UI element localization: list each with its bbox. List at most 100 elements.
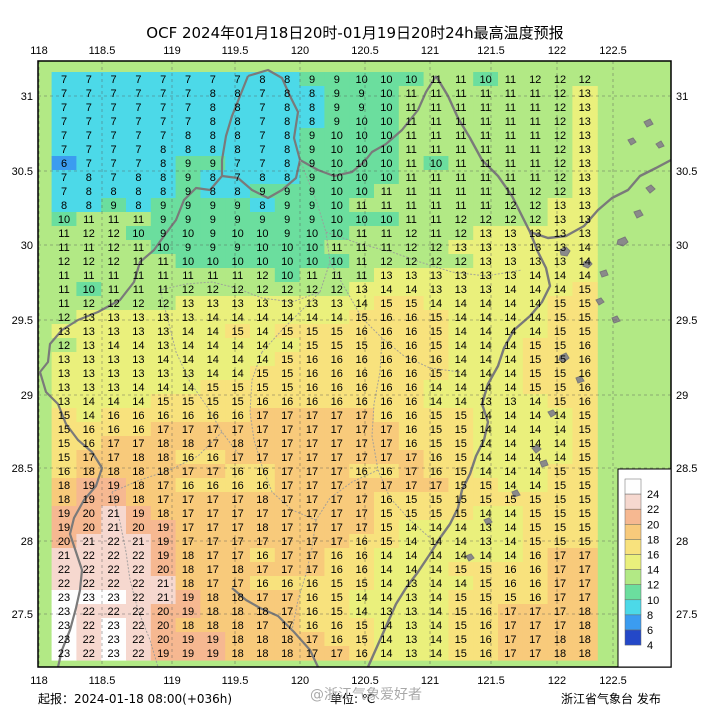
legend-label: 4 bbox=[647, 640, 653, 652]
temperature-value: 9 bbox=[309, 186, 315, 198]
temperature-value: 18 bbox=[554, 648, 566, 660]
temperature-value: 11 bbox=[157, 284, 168, 296]
temperature-value: 15 bbox=[306, 326, 318, 338]
temperature-value: 13 bbox=[132, 312, 144, 324]
temperature-value: 8 bbox=[135, 200, 141, 212]
temperature-value: 13 bbox=[579, 116, 591, 128]
field-cell bbox=[101, 534, 127, 549]
temperature-value: 15 bbox=[529, 494, 541, 506]
field-cell bbox=[398, 450, 425, 465]
temperature-value: 19 bbox=[182, 606, 194, 618]
temperature-value: 14 bbox=[455, 340, 467, 352]
temperature-value: 10 bbox=[479, 74, 491, 86]
temperature-value: 16 bbox=[405, 438, 417, 450]
field-cell bbox=[398, 394, 425, 409]
temperature-value: 22 bbox=[132, 634, 144, 646]
temperature-value: 13 bbox=[281, 298, 293, 310]
field-cell bbox=[150, 478, 177, 493]
field-cell bbox=[398, 212, 425, 227]
field-cell bbox=[547, 100, 573, 115]
temperature-value: 22 bbox=[132, 564, 144, 576]
temperature-value: 12 bbox=[529, 200, 541, 212]
temperature-value: 11 bbox=[455, 74, 466, 86]
temperature-value: 8 bbox=[210, 130, 216, 142]
field-cell bbox=[398, 268, 425, 283]
temperature-value: 16 bbox=[207, 410, 219, 422]
field-cell bbox=[349, 394, 375, 409]
field-cell bbox=[498, 478, 524, 493]
temperature-value: 17 bbox=[182, 466, 194, 478]
temperature-value: 16 bbox=[579, 396, 591, 408]
temperature-value: 18 bbox=[231, 438, 243, 450]
field-cell bbox=[175, 576, 201, 591]
temperature-value: 15 bbox=[58, 438, 70, 450]
temperature-value: 15 bbox=[355, 312, 367, 324]
lat-tick-left: 28 bbox=[21, 536, 33, 548]
field-cell bbox=[101, 380, 127, 395]
temperature-value: 9 bbox=[284, 214, 290, 226]
temperature-value: 9 bbox=[185, 186, 191, 198]
field-cell bbox=[349, 534, 375, 549]
legend-swatch bbox=[624, 478, 642, 495]
temperature-value: 13 bbox=[405, 578, 417, 590]
temperature-value: 14 bbox=[504, 340, 516, 352]
temperature-value: 14 bbox=[529, 312, 541, 324]
field-cell bbox=[126, 520, 152, 535]
temperature-value: 13 bbox=[554, 242, 566, 254]
temperature-value: 15 bbox=[554, 354, 566, 366]
temperature-value: 17 bbox=[256, 438, 268, 450]
temperature-value: 14 bbox=[430, 648, 442, 660]
temperature-value: 11 bbox=[455, 102, 466, 114]
field-cell bbox=[398, 436, 425, 451]
temperature-value: 10 bbox=[355, 158, 367, 170]
temperature-value: 14 bbox=[380, 592, 392, 604]
temperature-value: 11 bbox=[529, 158, 540, 170]
temperature-value: 16 bbox=[256, 550, 268, 562]
temperature-value: 21 bbox=[157, 592, 169, 604]
temperature-value: 15 bbox=[405, 494, 417, 506]
field-cell bbox=[225, 646, 251, 661]
temperature-value: 13 bbox=[579, 158, 591, 170]
field-cell bbox=[51, 142, 77, 157]
field-cell bbox=[498, 226, 524, 241]
temperature-value: 11 bbox=[430, 116, 441, 128]
temperature-value: 14 bbox=[504, 354, 516, 366]
field-cell bbox=[374, 198, 400, 213]
field-cell bbox=[498, 282, 524, 297]
temperature-value: 13 bbox=[579, 228, 591, 240]
field-cell bbox=[51, 170, 77, 185]
field-cell bbox=[374, 590, 400, 605]
field-cell bbox=[76, 506, 102, 521]
temperature-value: 14 bbox=[479, 340, 491, 352]
field-cell bbox=[522, 170, 549, 185]
field-cell bbox=[299, 254, 325, 269]
temperature-value: 15 bbox=[355, 620, 367, 632]
temperature-value: 16 bbox=[380, 340, 392, 352]
temperature-value: 15 bbox=[58, 410, 70, 422]
temperature-value: 16 bbox=[405, 326, 417, 338]
temperature-value: 7 bbox=[86, 74, 92, 86]
temperature-value: 14 bbox=[504, 312, 516, 324]
field-cell bbox=[522, 100, 549, 115]
temperature-value: 22 bbox=[83, 648, 95, 660]
lon-tick-bottom: 118 bbox=[30, 675, 48, 687]
legend-swatch bbox=[624, 508, 642, 525]
field-cell bbox=[324, 198, 350, 213]
temperature-value: 9 bbox=[160, 228, 166, 240]
field-cell bbox=[101, 212, 127, 227]
temperature-value: 17 bbox=[157, 480, 169, 492]
field-cell bbox=[200, 72, 226, 87]
temperature-value: 17 bbox=[331, 648, 343, 660]
temperature-value: 17 bbox=[281, 522, 293, 534]
temperature-value: 14 bbox=[132, 396, 144, 408]
temperature-value: 8 bbox=[210, 172, 216, 184]
temperature-value: 23 bbox=[58, 648, 70, 660]
temperature-value: 17 bbox=[231, 578, 243, 590]
field-cell bbox=[324, 520, 350, 535]
temperature-value: 18 bbox=[182, 550, 194, 562]
field-cell bbox=[324, 114, 350, 129]
temperature-value: 15 bbox=[430, 410, 442, 422]
temperature-value: 17 bbox=[256, 536, 268, 548]
temperature-value: 14 bbox=[207, 340, 219, 352]
temperature-value: 13 bbox=[405, 270, 417, 282]
